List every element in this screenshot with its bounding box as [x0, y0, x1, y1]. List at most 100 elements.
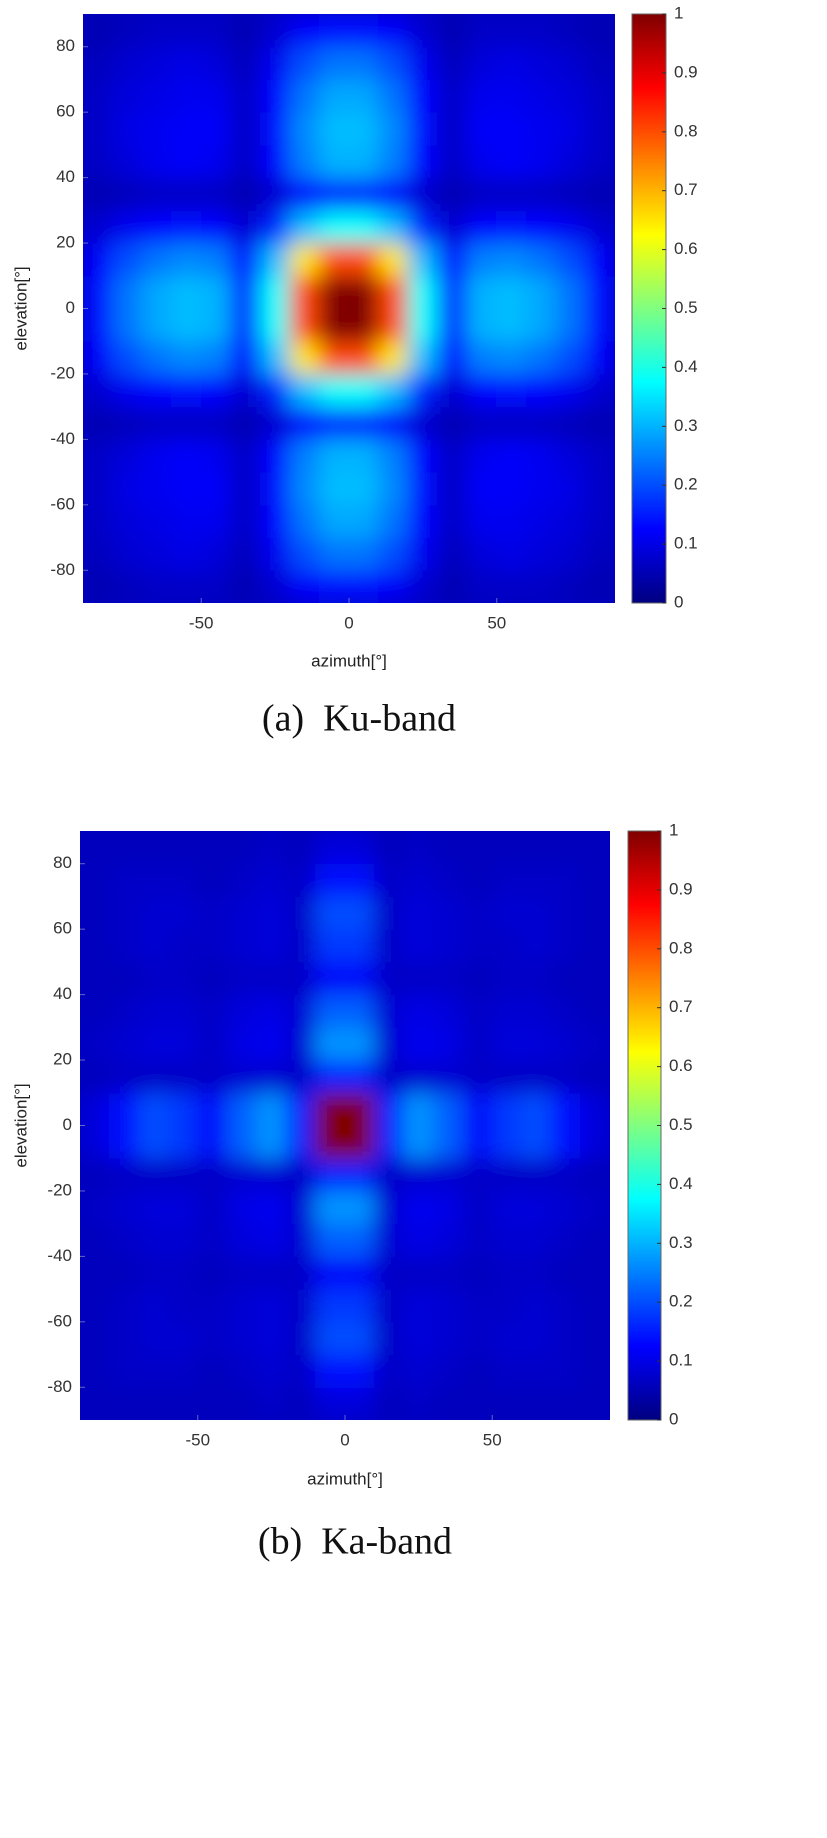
heatmap-cell: [550, 1092, 582, 1126]
heatmap-cell: [378, 406, 409, 440]
heatmap-cell: [141, 340, 173, 375]
heatmap-cell: [432, 1125, 464, 1159]
heatmap-cell: [403, 928, 434, 963]
heatmap-cell: [496, 438, 527, 473]
heatmap-cell: [141, 78, 173, 113]
heatmap-cell: [285, 1223, 317, 1257]
heatmap-cell: [584, 340, 615, 375]
heatmap-cell: [315, 1255, 346, 1290]
heatmap-cell: [555, 242, 586, 277]
heatmap-cell: [80, 1223, 110, 1257]
heatmap-cell: [315, 1223, 346, 1257]
heatmap-cell: [580, 1255, 610, 1290]
heatmap-cell: [466, 177, 498, 211]
heatmap-cell: [403, 1386, 434, 1420]
heatmap-cell: [285, 1026, 317, 1061]
heatmap-cell: [108, 1157, 140, 1192]
heatmap-cell: [80, 831, 110, 865]
heatmap-cell: [83, 438, 114, 473]
caption: (b) Ka-band: [258, 1521, 452, 1563]
heatmap-cell: [525, 177, 557, 211]
heatmap-cell: [407, 504, 439, 539]
heatmap-cell: [378, 209, 409, 244]
heatmap-cell: [550, 1190, 582, 1225]
heatmap-cell: [318, 438, 350, 473]
heatmap-cell: [432, 863, 464, 897]
heatmap-cell: [378, 177, 409, 211]
heatmap-cell: [496, 78, 527, 113]
heatmap-cell: [289, 471, 320, 506]
heatmap-cell: [432, 1354, 464, 1388]
heatmap-cell: [108, 1190, 140, 1225]
heatmap-cell: [259, 373, 291, 408]
heatmap-cell: [462, 1092, 493, 1126]
heatmap-cell: [462, 1190, 493, 1225]
heatmap-cell: [171, 78, 202, 113]
heatmap-cell: [580, 1125, 610, 1159]
heatmap-cell: [108, 1026, 140, 1061]
heatmap-cell: [138, 831, 169, 865]
heatmap-cell: [373, 928, 405, 963]
heatmap-cell: [403, 994, 434, 1028]
heatmap-cell: [112, 406, 143, 440]
heatmap-cell: [171, 144, 202, 179]
heatmap-cell: [344, 1354, 375, 1388]
heatmap-cell: [318, 14, 350, 48]
y-tick-label: -20: [47, 1180, 72, 1199]
heatmap-cell: [580, 1386, 610, 1420]
heatmap-cell: [171, 406, 202, 440]
heatmap-cell: [141, 406, 173, 440]
heatmap-cell: [171, 14, 202, 48]
heatmap-cell: [525, 308, 557, 342]
heatmap-cell: [256, 1157, 287, 1192]
heatmap-cell: [496, 340, 527, 375]
heatmap-cell: [580, 961, 610, 996]
heatmap-cell: [437, 569, 468, 603]
heatmap-cell: [108, 1321, 140, 1356]
heatmap-cell: [167, 1190, 199, 1225]
heatmap-cell: [83, 144, 114, 179]
heatmap-cell: [555, 438, 586, 473]
heatmap-cell: [584, 209, 615, 244]
heatmap-cell: [141, 504, 173, 539]
heatmap-cell: [138, 928, 169, 963]
heatmap-cell: [437, 504, 468, 539]
heatmap-cell: [378, 275, 409, 309]
heatmap-cell: [200, 78, 232, 113]
heatmap-cell: [462, 1125, 493, 1159]
heatmap-cell: [200, 111, 232, 146]
y-tick-label: 60: [56, 102, 75, 121]
heatmap-cell: [584, 308, 615, 342]
heatmap-cell: [80, 1190, 110, 1225]
heatmap-cell: [318, 340, 350, 375]
heatmap-cell: [83, 569, 114, 603]
heatmap-cell: [496, 177, 527, 211]
heatmap-cell: [403, 1354, 434, 1388]
heatmap-cell: [318, 569, 350, 603]
heatmap-cell: [289, 242, 320, 277]
heatmap-cell: [112, 111, 143, 146]
colorbar-tick-label: 0.4: [674, 357, 698, 376]
y-tick-label: 80: [53, 853, 72, 872]
heatmap-cell: [83, 406, 114, 440]
heatmap-cell: [525, 111, 557, 146]
heatmap-cell: [259, 209, 291, 244]
heatmap-cell: [437, 471, 468, 506]
heatmap-cell: [83, 177, 114, 211]
heatmap-cell: [373, 961, 405, 996]
heatmap-cell: [289, 537, 320, 571]
heatmap-cell: [171, 340, 202, 375]
heatmap-cell: [344, 928, 375, 963]
heatmap-cell: [108, 895, 140, 930]
heatmap-cell: [584, 111, 615, 146]
heatmap-cell: [256, 1223, 287, 1257]
heatmap-cell: [378, 111, 409, 146]
heatmap-cell: [256, 994, 287, 1028]
heatmap-cell: [466, 209, 498, 244]
heatmap-cell: [315, 1092, 346, 1126]
heatmap-cell: [112, 177, 143, 211]
heatmap-cell: [348, 177, 380, 211]
heatmap-cell: [289, 46, 320, 80]
heatmap-cell: [432, 831, 464, 865]
heatmap-cell: [259, 14, 291, 48]
